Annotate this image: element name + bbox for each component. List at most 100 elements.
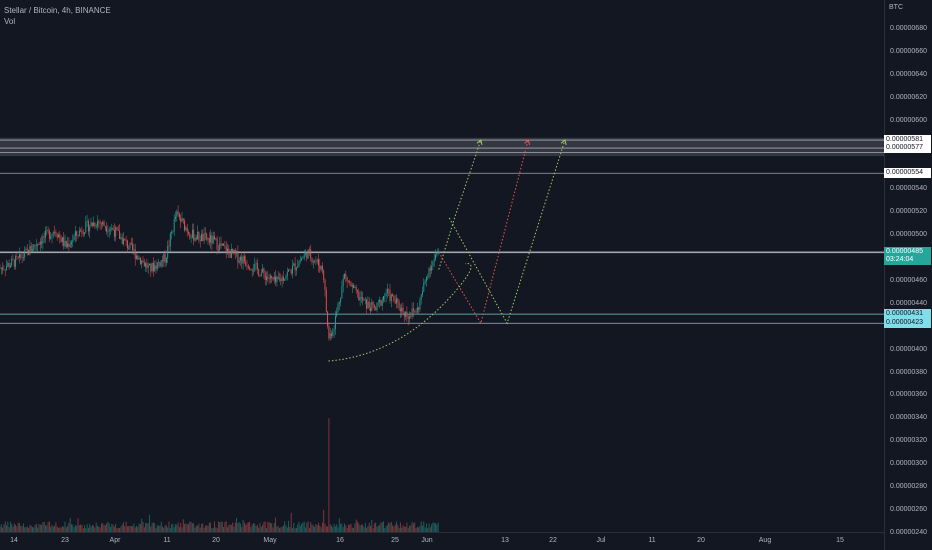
- volume-bar: [230, 525, 232, 532]
- candle-body: [279, 278, 280, 280]
- volume-bar: [393, 526, 395, 532]
- volume-bar: [398, 527, 400, 532]
- price-axis[interactable]: BTC 0.00000680 0.00000660 0.00000640 0.0000…: [884, 0, 932, 550]
- volume-bar: [383, 521, 384, 532]
- candle-body: [37, 244, 39, 246]
- candle-body: [263, 268, 265, 274]
- volume-bar: [392, 525, 394, 532]
- candle-body: [117, 229, 119, 231]
- volume-bar: [419, 526, 421, 532]
- candle-body: [251, 269, 253, 272]
- price-chart[interactable]: [0, 0, 884, 532]
- candle-body: [191, 229, 193, 238]
- volume-bar: [81, 524, 83, 532]
- volume-bar: [428, 523, 430, 532]
- volume-bar: [293, 522, 295, 532]
- volume-bar: [366, 527, 368, 532]
- price-tick: 0.00000600: [890, 116, 927, 124]
- volume-bar: [145, 523, 147, 532]
- volume-indicator-label[interactable]: Vol: [4, 17, 16, 26]
- time-tick: Jul: [596, 537, 606, 544]
- volume-bar: [87, 527, 89, 532]
- candle-body: [2, 267, 4, 270]
- time-tick: May: [263, 537, 277, 544]
- candle-body: [284, 279, 286, 281]
- projection-arrowhead: [524, 139, 531, 145]
- candle-body: [233, 249, 235, 254]
- candle-body: [197, 232, 199, 240]
- volume-bar: [102, 523, 104, 532]
- volume-bar: [202, 523, 204, 532]
- candle-body: [433, 258, 435, 262]
- price-tick: 0.00000240: [890, 528, 927, 536]
- candle-body: [256, 263, 258, 270]
- volume-bar: [263, 521, 265, 532]
- candle-body: [410, 316, 412, 318]
- candle-body: [402, 307, 404, 313]
- volume-bar: [273, 523, 275, 532]
- candle-body: [113, 230, 115, 237]
- chart-area[interactable]: Stellar / Bitcoin, 4h, BINANCE Vol: [0, 0, 884, 532]
- projection-rounded-bottom-arc: [328, 262, 472, 362]
- candle-body: [303, 254, 305, 258]
- price-tick: 0.00000540: [890, 185, 927, 193]
- candle-body: [262, 268, 264, 273]
- candle-body: [100, 223, 102, 225]
- volume-bar: [302, 522, 304, 532]
- volume-bar: [372, 527, 374, 532]
- volume-bar: [251, 524, 253, 532]
- volume-bar: [108, 523, 110, 532]
- candle-body: [169, 233, 171, 247]
- volume-bar: [262, 524, 264, 532]
- candle-body: [367, 301, 369, 309]
- candle-body: [30, 245, 32, 251]
- candle-body: [241, 256, 243, 264]
- symbol-title[interactable]: Stellar / Bitcoin, 4h, BINANCE: [4, 6, 111, 15]
- candle-body: [38, 244, 40, 245]
- candle-body: [353, 285, 355, 288]
- candle-body: [156, 262, 158, 270]
- volume-bar: [437, 522, 439, 532]
- candle-body: [181, 218, 183, 222]
- candle-body: [149, 263, 150, 266]
- volume-bar: [346, 528, 348, 532]
- volume-bar: [139, 524, 141, 532]
- candle-body: [207, 238, 209, 240]
- volume-bar: [345, 525, 347, 532]
- volume-bar: [432, 522, 434, 532]
- candle-body: [107, 231, 109, 233]
- volume-bar: [61, 526, 63, 532]
- candle-body: [142, 260, 144, 263]
- candle-body: [11, 258, 13, 266]
- volume-bar: [22, 523, 24, 532]
- candle-body: [298, 261, 300, 267]
- volume-bar: [169, 528, 171, 532]
- volume-bar: [103, 525, 105, 532]
- volume-bar: [188, 523, 189, 532]
- volume-bar: [126, 526, 128, 532]
- time-tick: 16: [336, 537, 344, 544]
- candle-body: [51, 233, 53, 237]
- volume-bar: [142, 521, 144, 532]
- volume-bar: [176, 524, 178, 532]
- candle-body: [163, 253, 165, 262]
- candle-body: [368, 301, 370, 308]
- volume-bar: [298, 521, 300, 532]
- volume-bar: [331, 525, 332, 532]
- candle-body: [375, 307, 377, 311]
- time-tick: 23: [61, 537, 69, 544]
- volume-bar: [255, 525, 257, 532]
- candle-body: [206, 233, 208, 240]
- time-axis[interactable]: 14 23 Apr 11 20 May 16 25 Jun 13 22 Jul 11 20 Aug 15: [0, 532, 884, 550]
- volume-bar: [189, 521, 191, 532]
- volume-bar: [56, 526, 58, 532]
- volume-bar: [52, 526, 54, 532]
- candle-body: [0, 267, 2, 269]
- volume-bar: [320, 527, 322, 532]
- candle-body: [225, 246, 227, 254]
- volume-bar: [59, 527, 61, 532]
- candle-body: [164, 253, 166, 263]
- volume-bar: [76, 525, 78, 532]
- volume-bar: [13, 523, 15, 532]
- volume-bar: [130, 525, 132, 532]
